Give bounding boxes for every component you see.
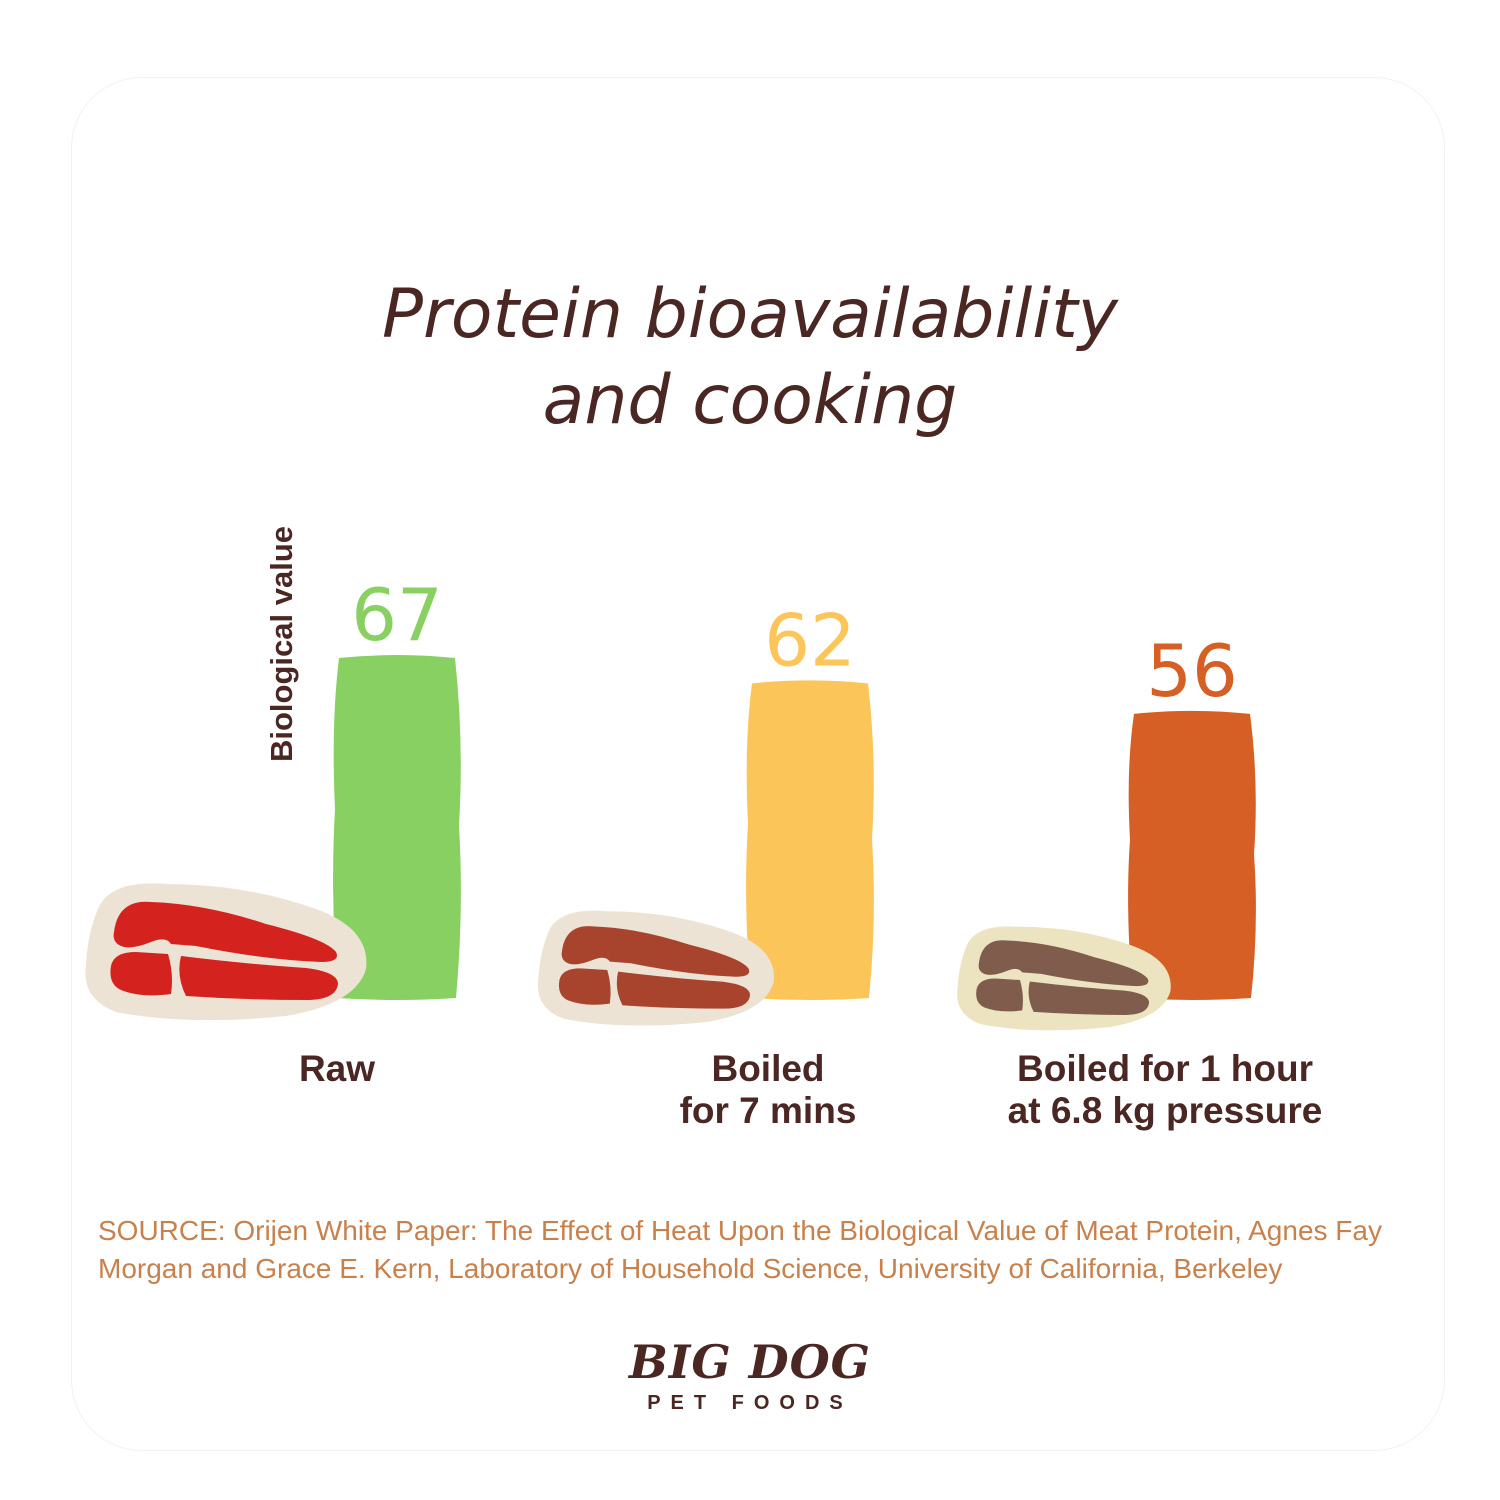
- bar-2: [1128, 710, 1256, 1000]
- category-label-line: Boiled: [711, 1048, 825, 1089]
- title-line-2: and cooking: [542, 361, 958, 440]
- value-label-2: 56: [1146, 629, 1238, 713]
- category-label-boiled-1-hour: Boiled for 1 hour at 6.8 kg pressure: [965, 1048, 1365, 1132]
- bar-1: [746, 680, 874, 1000]
- category-label-line: Boiled for 1 hour: [1017, 1048, 1313, 1089]
- logo-wordmark: BIG DOG: [629, 1335, 871, 1389]
- category-label-raw: Raw: [237, 1048, 437, 1090]
- category-label-line: at 6.8 kg pressure: [1007, 1090, 1323, 1131]
- title-line-1: Protein bioavailability: [381, 275, 1119, 354]
- category-label-boiled-7-mins: Boiled for 7 mins: [618, 1048, 918, 1132]
- pressure-boiled-meat-icon: [957, 926, 1171, 1031]
- chart-title: Protein bioavailability and cooking: [250, 272, 1250, 444]
- category-label-line: Raw: [298, 1048, 376, 1089]
- value-label-0: 67: [351, 573, 443, 657]
- bar-0: [333, 655, 461, 1000]
- raw-meat-icon: [85, 883, 367, 1021]
- source-citation: SOURCE: Orijen White Paper: The Effect o…: [98, 1215, 1382, 1284]
- value-label-1: 62: [764, 598, 856, 682]
- boiled-meat-icon: [537, 910, 774, 1026]
- category-label-line: for 7 mins: [679, 1090, 857, 1131]
- big-dog-logo: BIG DOG PET FOODS: [600, 1336, 900, 1415]
- logo-subtitle: PET FOODS: [647, 1392, 853, 1414]
